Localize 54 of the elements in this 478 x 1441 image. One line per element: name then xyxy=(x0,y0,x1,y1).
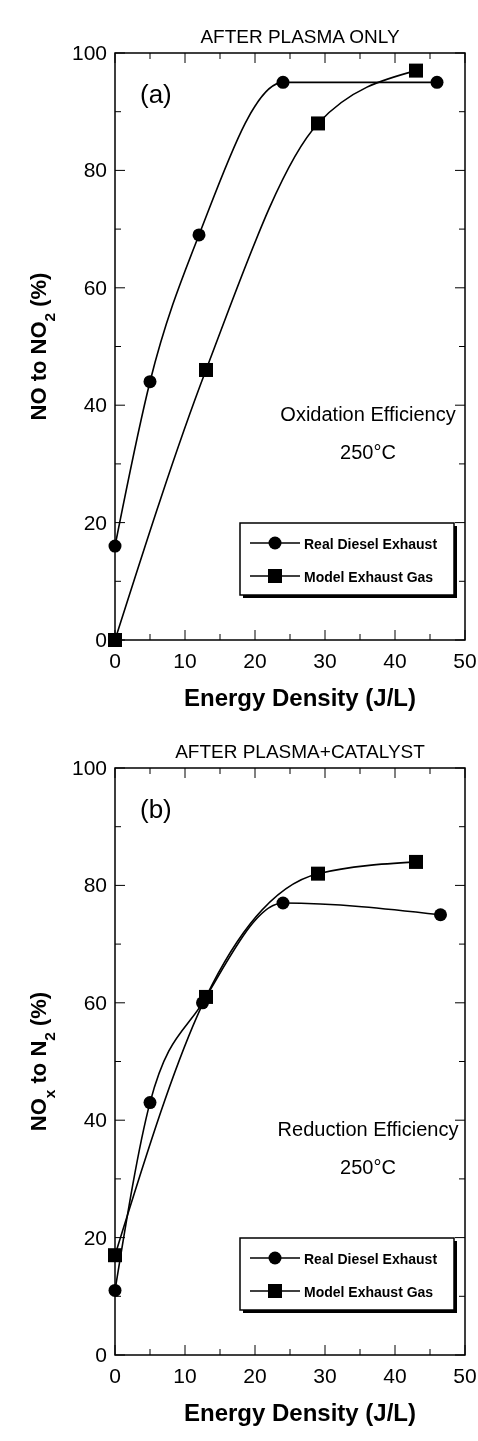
x-axis-title: Energy Density (J/L) xyxy=(183,684,417,711)
annotation: Oxidation Efficiency xyxy=(280,403,456,425)
y-tick-label: 100 xyxy=(71,41,107,64)
chart-title: AFTER PLASMA ONLY xyxy=(200,26,400,47)
y-tick-label: 40 xyxy=(83,393,107,417)
y-tick-label: 40 xyxy=(83,1108,107,1132)
y-tick-label: 60 xyxy=(83,990,107,1014)
point xyxy=(276,75,290,89)
x-tick-label: 0 xyxy=(109,1364,121,1387)
x-tick-label: 20 xyxy=(243,1364,267,1387)
x-tick-label: 50 xyxy=(453,1364,477,1387)
annotation: 250°C xyxy=(340,441,396,463)
x-tick-label: 0 xyxy=(109,649,121,672)
point xyxy=(196,996,209,1010)
y-tick-label: 60 xyxy=(83,275,107,299)
x-tick-label: 10 xyxy=(173,649,197,672)
point xyxy=(143,375,157,389)
point xyxy=(108,539,122,553)
point xyxy=(409,63,423,78)
x-tick-label: 30 xyxy=(313,649,337,672)
point xyxy=(276,896,290,910)
y-tick-label: 0 xyxy=(95,1343,107,1366)
chart-title: AFTER PLASMA+CATALYST xyxy=(175,741,426,762)
x-tick-label: 40 xyxy=(383,1364,407,1387)
point xyxy=(311,116,325,131)
point xyxy=(409,854,423,869)
y-tick-label: 100 xyxy=(71,756,107,779)
point xyxy=(311,866,325,881)
legend-label: Real Diesel Exhaust xyxy=(304,1251,438,1267)
x-axis-title: Energy Density (J/L) xyxy=(183,1399,417,1426)
x-tick-label: 30 xyxy=(313,1364,337,1387)
y-tick-label: 80 xyxy=(83,158,107,182)
legend-label: Model Exhaust Gas xyxy=(304,1284,434,1300)
x-tick-label: 10 xyxy=(173,1364,197,1387)
annotation: (b) xyxy=(140,794,172,824)
point xyxy=(199,362,213,377)
y-tick-label: 0 xyxy=(95,628,107,651)
legend-label: Real Diesel Exhaust xyxy=(304,536,438,552)
point xyxy=(108,633,122,647)
x-tick-label: 20 xyxy=(243,649,267,672)
point xyxy=(108,1283,122,1297)
annotation: (a) xyxy=(140,79,172,109)
point xyxy=(434,908,447,922)
y-tick-label: 20 xyxy=(83,1225,107,1249)
annotation: Reduction Efficiency xyxy=(277,1118,459,1140)
annotation: 250°C xyxy=(340,1156,396,1178)
point xyxy=(143,1096,157,1110)
point xyxy=(430,75,444,89)
x-tick-label: 50 xyxy=(453,649,477,672)
point xyxy=(192,228,206,242)
legend-label: Model Exhaust Gas xyxy=(304,569,434,585)
x-tick-label: 40 xyxy=(383,649,407,672)
y-tick-label: 20 xyxy=(83,510,107,534)
y-tick-label: 80 xyxy=(83,873,107,897)
